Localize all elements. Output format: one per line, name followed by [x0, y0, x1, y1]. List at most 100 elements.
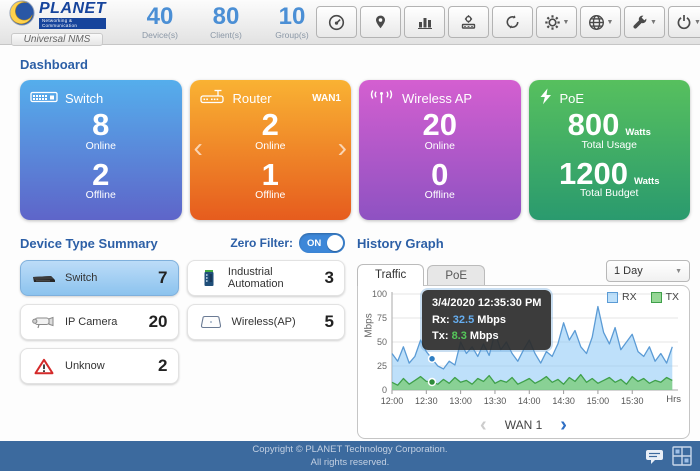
wan-carousel: ‹ WAN 1 ›: [364, 415, 683, 435]
svg-text:100: 100: [372, 290, 387, 299]
zero-filter-toggle[interactable]: ON: [299, 233, 345, 253]
rx-swatch-icon: [606, 291, 618, 303]
history-tabs: Traffic PoE 1 Day ▼: [357, 260, 690, 286]
svg-text:12:00: 12:00: [381, 396, 404, 406]
time-range-select[interactable]: 1 Day ▼: [606, 260, 690, 282]
settings-button[interactable]: ▼: [536, 6, 577, 38]
history-title: History Graph: [357, 235, 444, 251]
refresh-icon: [504, 14, 521, 30]
planet-logo: PLANET Networking & Communication Univer…: [8, 0, 106, 46]
x-axis-label: Hrs: [666, 394, 681, 405]
card-title: Wireless AP: [402, 90, 473, 106]
svg-text:13:00: 13:00: [449, 396, 472, 406]
tab-traffic[interactable]: Traffic: [357, 264, 425, 286]
bar-chart-icon: [417, 14, 433, 30]
tools-button[interactable]: ▼: [624, 6, 665, 38]
switch-device-icon: [31, 271, 57, 285]
svg-text:14:30: 14:30: [552, 396, 575, 406]
chevron-down-icon: ▼: [675, 267, 682, 275]
carousel-prev-icon[interactable]: ‹: [193, 131, 203, 163]
language-button[interactable]: ▼: [580, 6, 621, 38]
svg-text:25: 25: [377, 361, 387, 371]
summary-item-switch[interactable]: Switch 7: [20, 260, 179, 296]
device-type-summary-section: Device Type Summary Zero Filter: ON: [20, 232, 345, 439]
offline-count: 2: [92, 156, 110, 192]
chevron-down-icon: ▼: [694, 18, 700, 26]
summary-item-unknown[interactable]: Unknow 2: [20, 348, 179, 384]
map-pin-icon: [373, 14, 388, 30]
tooltip-tx: Tx: 8.3 Mbps: [432, 330, 499, 342]
wan-label: WAN 1: [504, 418, 543, 432]
footer-copyright: Copyright © PLANET Technology Corporatio…: [252, 444, 448, 455]
stat-clients: 80 Client(s): [210, 2, 242, 40]
chevron-down-icon: ▼: [606, 18, 614, 26]
dashboard-button[interactable]: [316, 6, 357, 38]
card-poe[interactable]: PoE 800 Watts Total Usage 1200 Watts Tot…: [528, 80, 690, 220]
card-switch[interactable]: Switch 8 Online 2 Offline: [20, 80, 182, 220]
app-header: PLANET Networking & Communication Univer…: [0, 0, 700, 46]
widgets-icon[interactable]: [672, 446, 692, 466]
global-stats: 40 Device(s) 80 Client(s) 10 Group(s): [136, 2, 316, 40]
settings-gear-icon: [544, 14, 561, 31]
device-management-icon: [460, 14, 477, 30]
chat-icon[interactable]: [645, 448, 664, 465]
product-name: Universal NMS: [10, 32, 104, 46]
summary-item-ip-camera[interactable]: IP Camera 20: [20, 304, 179, 340]
tooltip-rx: Rx: 32.5 Mbps: [432, 313, 507, 326]
svg-text:15:30: 15:30: [621, 396, 644, 406]
main-content: Dashboard Switch 8 Online: [0, 45, 700, 439]
power-button[interactable]: ▼: [668, 6, 700, 38]
card-wireless-ap[interactable]: Wireless AP 20 Online 0 Offline: [359, 80, 521, 220]
page-title: Dashboard: [20, 57, 88, 72]
chevron-down-icon: ▼: [650, 18, 657, 26]
summary-title: Device Type Summary: [20, 235, 158, 251]
online-count: 20: [422, 107, 457, 142]
online-count: 2: [261, 107, 279, 142]
wan-next-icon[interactable]: ›: [560, 414, 567, 436]
total-usage-value: 800: [567, 107, 620, 142]
planet-globe-logo-icon: [8, 0, 36, 32]
summary-item-industrial-automation[interactable]: Industrial Automation 3: [186, 260, 345, 296]
lightning-bolt-icon: [539, 88, 553, 108]
industrial-switch-icon: [198, 269, 220, 287]
y-axis-label: Mbps: [363, 313, 375, 338]
legend-rx: RX: [606, 291, 637, 303]
traffic-chart-panel: Mbps 0 25 50 75 100 12:00 12:30 13:00 13:30 14:00…: [357, 285, 690, 439]
power-icon: [676, 14, 692, 30]
toggle-knob: [327, 235, 343, 251]
total-budget-value: 1200: [559, 155, 628, 191]
status-cards: Switch 8 Online 2 Offline: [20, 80, 690, 220]
reports-button[interactable]: [404, 6, 445, 38]
warning-triangle-icon: [31, 358, 57, 375]
router-icon: [199, 89, 226, 107]
chevron-down-icon: ▼: [562, 18, 570, 26]
wireless-antenna-icon: [369, 89, 395, 108]
summary-item-wireless-ap[interactable]: Wireless(AP) 5: [186, 304, 345, 340]
svg-text:15:00: 15:00: [587, 396, 610, 406]
carousel-next-icon[interactable]: ›: [337, 131, 347, 163]
svg-text:12:30: 12:30: [415, 396, 438, 406]
globe-icon: [588, 14, 605, 31]
gauge-icon: [328, 14, 345, 31]
card-title: PoE: [559, 90, 585, 106]
tx-swatch-icon: [650, 291, 662, 303]
app-footer: Copyright © PLANET Technology Corporatio…: [0, 441, 700, 471]
chart-legend: RX TX: [606, 291, 679, 303]
stat-devices: 40 Device(s): [142, 2, 178, 40]
offline-count: 1: [261, 156, 279, 192]
svg-text:14:00: 14:00: [518, 396, 541, 406]
tools-wrench-icon: [632, 14, 648, 30]
tab-poe[interactable]: PoE: [427, 265, 486, 285]
device-management-button[interactable]: [448, 6, 489, 38]
wan-prev-icon[interactable]: ‹: [480, 414, 487, 436]
brand-name: PLANET: [39, 0, 106, 17]
wireless-ap-device-icon: [198, 315, 224, 330]
card-router[interactable]: Router WAN1 2 Online 1 Offline ‹ ›: [189, 80, 351, 220]
svg-text:13:30: 13:30: [484, 396, 507, 406]
svg-text:0: 0: [382, 385, 387, 395]
stat-groups: 10 Group(s): [275, 2, 309, 40]
topology-map-button[interactable]: [360, 6, 401, 38]
wan-badge: WAN1: [312, 92, 341, 104]
refresh-button[interactable]: [492, 6, 533, 38]
legend-tx: TX: [650, 291, 679, 303]
